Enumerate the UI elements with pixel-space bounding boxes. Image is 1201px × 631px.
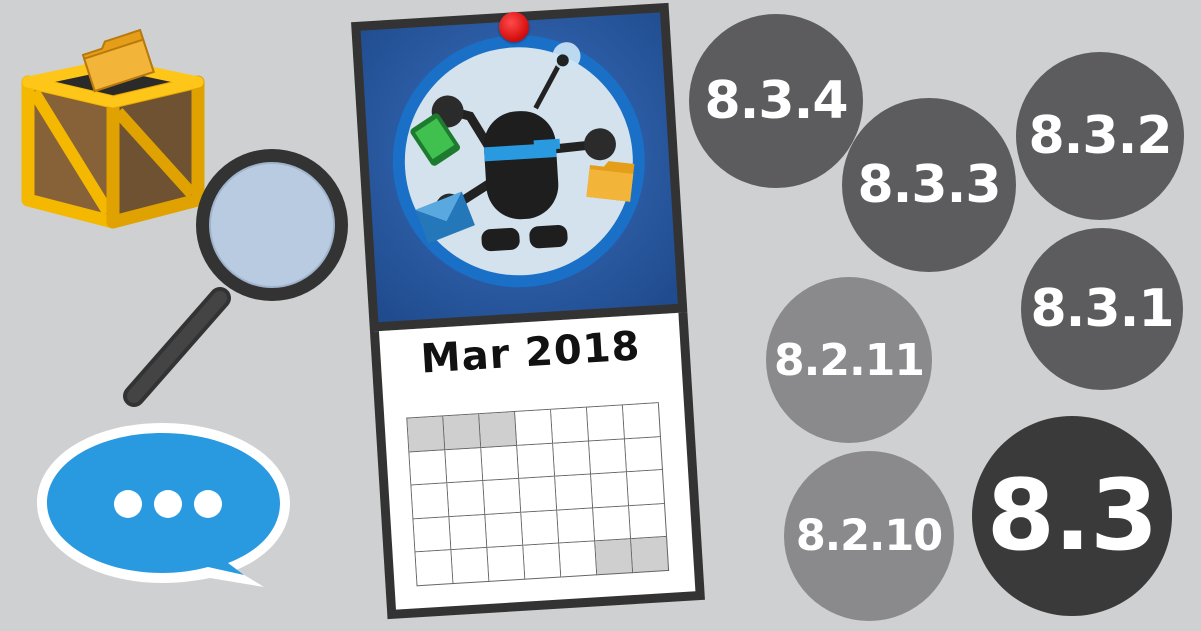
calendar-grid	[406, 402, 670, 587]
version-8-3-4-badge[interactable]: 8.3.4	[689, 14, 863, 188]
calendar-day-cell	[485, 512, 524, 549]
calendar-day-cell	[413, 516, 452, 553]
folder-icon	[81, 28, 155, 93]
calendar-day-cell	[517, 443, 556, 480]
pushpin-icon	[499, 12, 529, 42]
calendar-day-cell	[553, 441, 592, 477]
calendar-month-label: Mar 2018	[419, 323, 642, 383]
calendar-day-cell	[409, 449, 448, 486]
calendar-day-cell	[587, 405, 625, 442]
calendar-picture	[351, 2, 688, 332]
version-8-2-10-badge[interactable]: 8.2.10	[784, 451, 954, 621]
calendar-day-cell	[523, 543, 562, 580]
calendar-day-cell	[595, 539, 634, 576]
version-8-2-11-badge[interactable]: 8.2.11	[766, 277, 932, 443]
calendar-day-cell	[624, 436, 663, 473]
calendar-day-cell	[445, 447, 484, 484]
calendar-day-cell	[451, 548, 490, 585]
calendar-day-cell	[589, 438, 628, 475]
version-8-3-3-badge[interactable]: 8.3.3	[842, 98, 1016, 272]
calendar-day-cell	[521, 510, 560, 547]
calendar-day-cell	[479, 411, 518, 448]
calendar-day-cell	[519, 476, 558, 513]
calendar-day-cell	[449, 514, 488, 551]
chat-bubble-icon[interactable]	[32, 415, 307, 595]
calendar-day-cell	[629, 503, 668, 540]
calendar-day-cell	[557, 508, 596, 544]
calendar-day-cell	[447, 481, 486, 517]
calendar-day-cell	[631, 537, 670, 574]
calendar: Mar 2018	[351, 2, 705, 620]
version-8-3-1-badge[interactable]: 8.3.1	[1021, 228, 1183, 390]
calendar-day-cell	[483, 479, 522, 515]
calendar-day-cell	[407, 416, 446, 453]
phone-icon	[410, 113, 461, 166]
version-8-3-badge[interactable]: 8.3	[972, 416, 1172, 616]
calendar-day-cell	[487, 546, 526, 582]
calendar-day-cell	[415, 550, 454, 587]
calendar-day-cell	[559, 541, 598, 578]
crate-icon	[21, 58, 205, 229]
calendar-day-cell	[593, 505, 632, 542]
calendar-day-cell	[515, 409, 554, 446]
calendar-day-cell	[622, 403, 661, 439]
envelope-icon	[415, 191, 475, 244]
version-8-3-2-badge[interactable]: 8.3.2	[1016, 52, 1184, 220]
calendar-day-cell	[555, 474, 594, 511]
calendar-day-cell	[551, 407, 590, 444]
robot-icon	[392, 35, 645, 288]
calendar-day-cell	[591, 472, 630, 509]
calendar-page: Mar 2018	[369, 312, 705, 620]
calendar-day-cell	[411, 483, 450, 520]
calendar-day-cell	[481, 445, 520, 482]
magnifying-glass-icon	[123, 149, 348, 407]
calendar-day-cell	[443, 414, 482, 450]
calendar-day-cell	[627, 470, 666, 506]
